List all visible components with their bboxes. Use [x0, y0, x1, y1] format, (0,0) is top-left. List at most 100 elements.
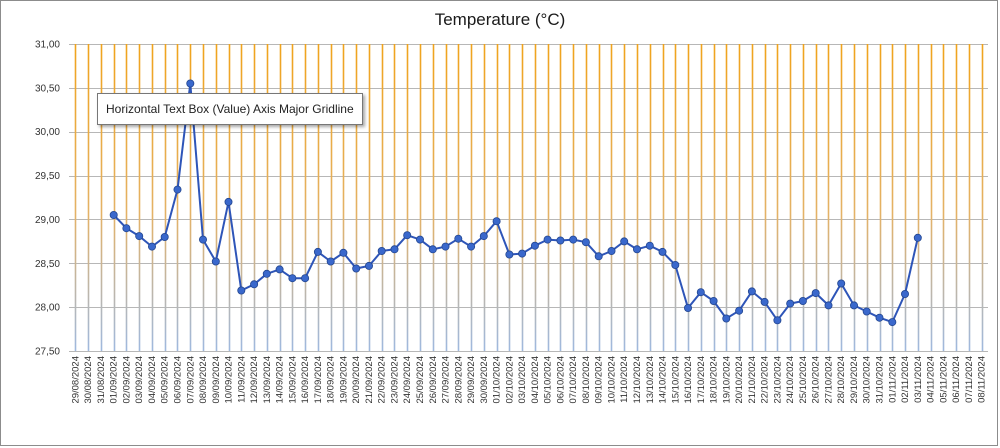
data-point[interactable]: [160, 232, 169, 241]
data-point[interactable]: [135, 232, 144, 241]
x-tick-label: 01/09/2024: [109, 356, 120, 404]
data-point[interactable]: [901, 289, 910, 298]
x-tick-label: 07/09/2024: [185, 356, 196, 404]
x-tick-label: 19/10/2024: [721, 356, 732, 404]
data-point[interactable]: [326, 257, 335, 266]
data-point[interactable]: [620, 237, 629, 246]
data-point[interactable]: [684, 303, 693, 312]
data-point[interactable]: [492, 217, 501, 226]
data-point[interactable]: [530, 241, 539, 250]
data-point[interactable]: [773, 316, 782, 325]
data-point[interactable]: [224, 197, 233, 206]
data-point[interactable]: [594, 252, 603, 261]
data-point[interactable]: [403, 231, 412, 240]
data-point[interactable]: [352, 264, 361, 273]
data-point[interactable]: [505, 250, 514, 259]
data-point[interactable]: [518, 249, 527, 258]
data-point[interactable]: [747, 287, 756, 296]
data-point[interactable]: [479, 232, 488, 241]
x-tick-label: 07/10/2024: [568, 356, 579, 404]
x-tick-label: 12/10/2024: [632, 356, 643, 404]
x-tick-label: 29/08/2024: [70, 356, 81, 404]
data-point[interactable]: [262, 269, 271, 278]
x-tick-label: 24/10/2024: [785, 356, 796, 404]
data-point[interactable]: [722, 314, 731, 323]
x-tick-label: 17/09/2024: [313, 356, 324, 404]
data-point[interactable]: [850, 301, 859, 310]
data-point[interactable]: [428, 245, 437, 254]
data-point[interactable]: [888, 318, 897, 327]
x-tick-label: 16/10/2024: [683, 356, 694, 404]
data-point[interactable]: [658, 247, 667, 256]
data-point[interactable]: [735, 306, 744, 315]
data-point[interactable]: [671, 260, 680, 269]
data-point[interactable]: [581, 238, 590, 247]
x-tick-label: 07/11/2024: [964, 356, 975, 403]
data-point[interactable]: [173, 185, 182, 194]
x-tick-label: 10/09/2024: [224, 356, 235, 404]
data-point[interactable]: [415, 235, 424, 244]
y-tick-label: 27,50: [35, 347, 60, 358]
x-tick-label: 04/11/2024: [926, 356, 937, 403]
x-tick-label: 29/10/2024: [849, 356, 860, 404]
x-tick-label: 14/10/2024: [658, 356, 669, 404]
data-point[interactable]: [454, 234, 463, 243]
data-point[interactable]: [824, 301, 833, 310]
data-point[interactable]: [109, 210, 118, 219]
data-point[interactable]: [875, 313, 884, 322]
data-point[interactable]: [313, 247, 322, 256]
data-point[interactable]: [186, 79, 195, 88]
data-point[interactable]: [798, 296, 807, 305]
x-tick-label: 27/10/2024: [823, 356, 834, 404]
x-tick-label: 23/10/2024: [772, 356, 783, 404]
data-point[interactable]: [301, 274, 310, 283]
x-tick-label: 21/09/2024: [364, 356, 375, 404]
data-point[interactable]: [288, 274, 297, 283]
temperature-series[interactable]: [109, 79, 922, 327]
x-tick-label: 03/10/2024: [517, 356, 528, 404]
data-point[interactable]: [786, 299, 795, 308]
x-tick-label: 08/11/2024: [977, 356, 988, 403]
x-tick-label: 18/09/2024: [326, 356, 337, 404]
x-tick-label: 20/10/2024: [734, 356, 745, 404]
data-point[interactable]: [543, 235, 552, 244]
y-tick-label: 30,50: [35, 83, 60, 94]
data-point[interactable]: [913, 233, 922, 242]
data-point[interactable]: [441, 242, 450, 251]
data-point[interactable]: [364, 261, 373, 270]
data-point[interactable]: [556, 236, 565, 245]
data-point[interactable]: [250, 280, 259, 289]
data-point[interactable]: [607, 246, 616, 255]
data-point[interactable]: [390, 245, 399, 254]
x-tick-label: 12/09/2024: [249, 356, 260, 404]
data-point[interactable]: [122, 224, 131, 233]
data-point[interactable]: [275, 265, 284, 274]
data-point[interactable]: [645, 241, 654, 250]
series-line[interactable]: [112, 82, 919, 324]
data-point[interactable]: [237, 286, 246, 295]
data-point[interactable]: [696, 288, 705, 297]
x-tick-label: 06/09/2024: [172, 356, 183, 404]
x-tick-label: 30/08/2024: [83, 356, 94, 404]
data-point[interactable]: [862, 307, 871, 316]
data-point[interactable]: [811, 289, 820, 298]
x-tick-label: 26/10/2024: [811, 356, 822, 404]
data-point[interactable]: [633, 245, 642, 254]
data-point[interactable]: [467, 242, 476, 251]
data-point[interactable]: [760, 297, 769, 306]
data-point[interactable]: [837, 279, 846, 288]
data-point[interactable]: [377, 246, 386, 255]
data-point[interactable]: [147, 242, 156, 251]
x-tick-label: 28/09/2024: [453, 356, 464, 404]
x-tick-label: 05/09/2024: [160, 356, 171, 404]
x-tick-label: 25/10/2024: [798, 356, 809, 404]
data-point[interactable]: [198, 235, 207, 244]
data-point[interactable]: [211, 257, 220, 266]
x-tick-label: 01/11/2024: [887, 356, 898, 403]
x-axis-tick-labels: 29/08/2024 30/08/2024 31/08/2024 01/09/2024…: [70, 356, 987, 404]
x-tick-label: 27/09/2024: [441, 356, 452, 404]
data-point[interactable]: [569, 235, 578, 244]
data-point[interactable]: [709, 296, 718, 305]
data-point[interactable]: [339, 248, 348, 257]
